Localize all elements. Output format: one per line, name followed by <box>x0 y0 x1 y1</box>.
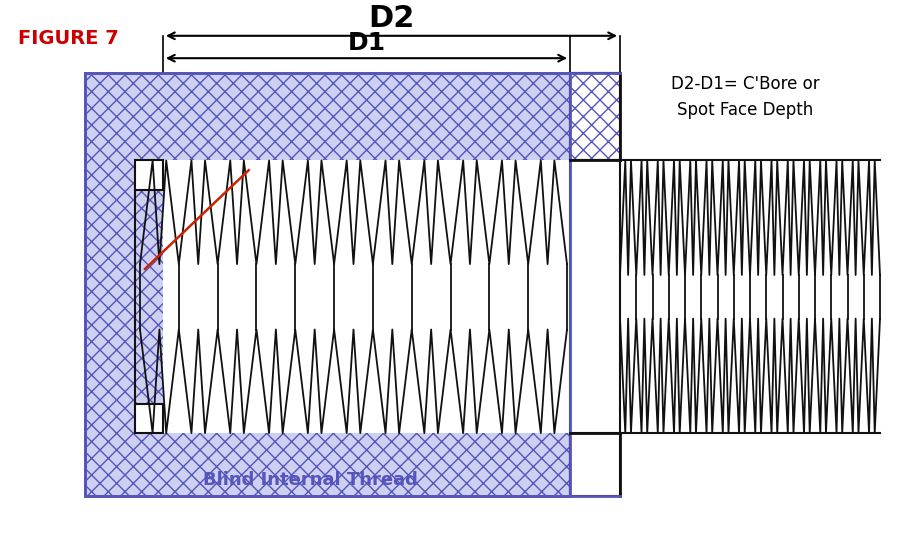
Text: D1: D1 <box>347 31 385 55</box>
Text: D2: D2 <box>368 4 415 33</box>
Text: Blind Internal Thread: Blind Internal Thread <box>202 471 418 489</box>
Bar <box>570 73 620 161</box>
Bar <box>570 161 620 497</box>
Bar <box>163 161 570 433</box>
Bar <box>570 433 620 497</box>
Bar <box>85 73 570 497</box>
Bar <box>570 73 620 161</box>
Text: D2-D1= C'Bore or
Spot Face Depth: D2-D1= C'Bore or Spot Face Depth <box>670 75 819 119</box>
Bar <box>570 73 620 161</box>
Text: FIGURE 7: FIGURE 7 <box>18 29 119 48</box>
Bar <box>85 73 570 497</box>
Bar <box>135 161 163 190</box>
Bar <box>135 404 163 433</box>
